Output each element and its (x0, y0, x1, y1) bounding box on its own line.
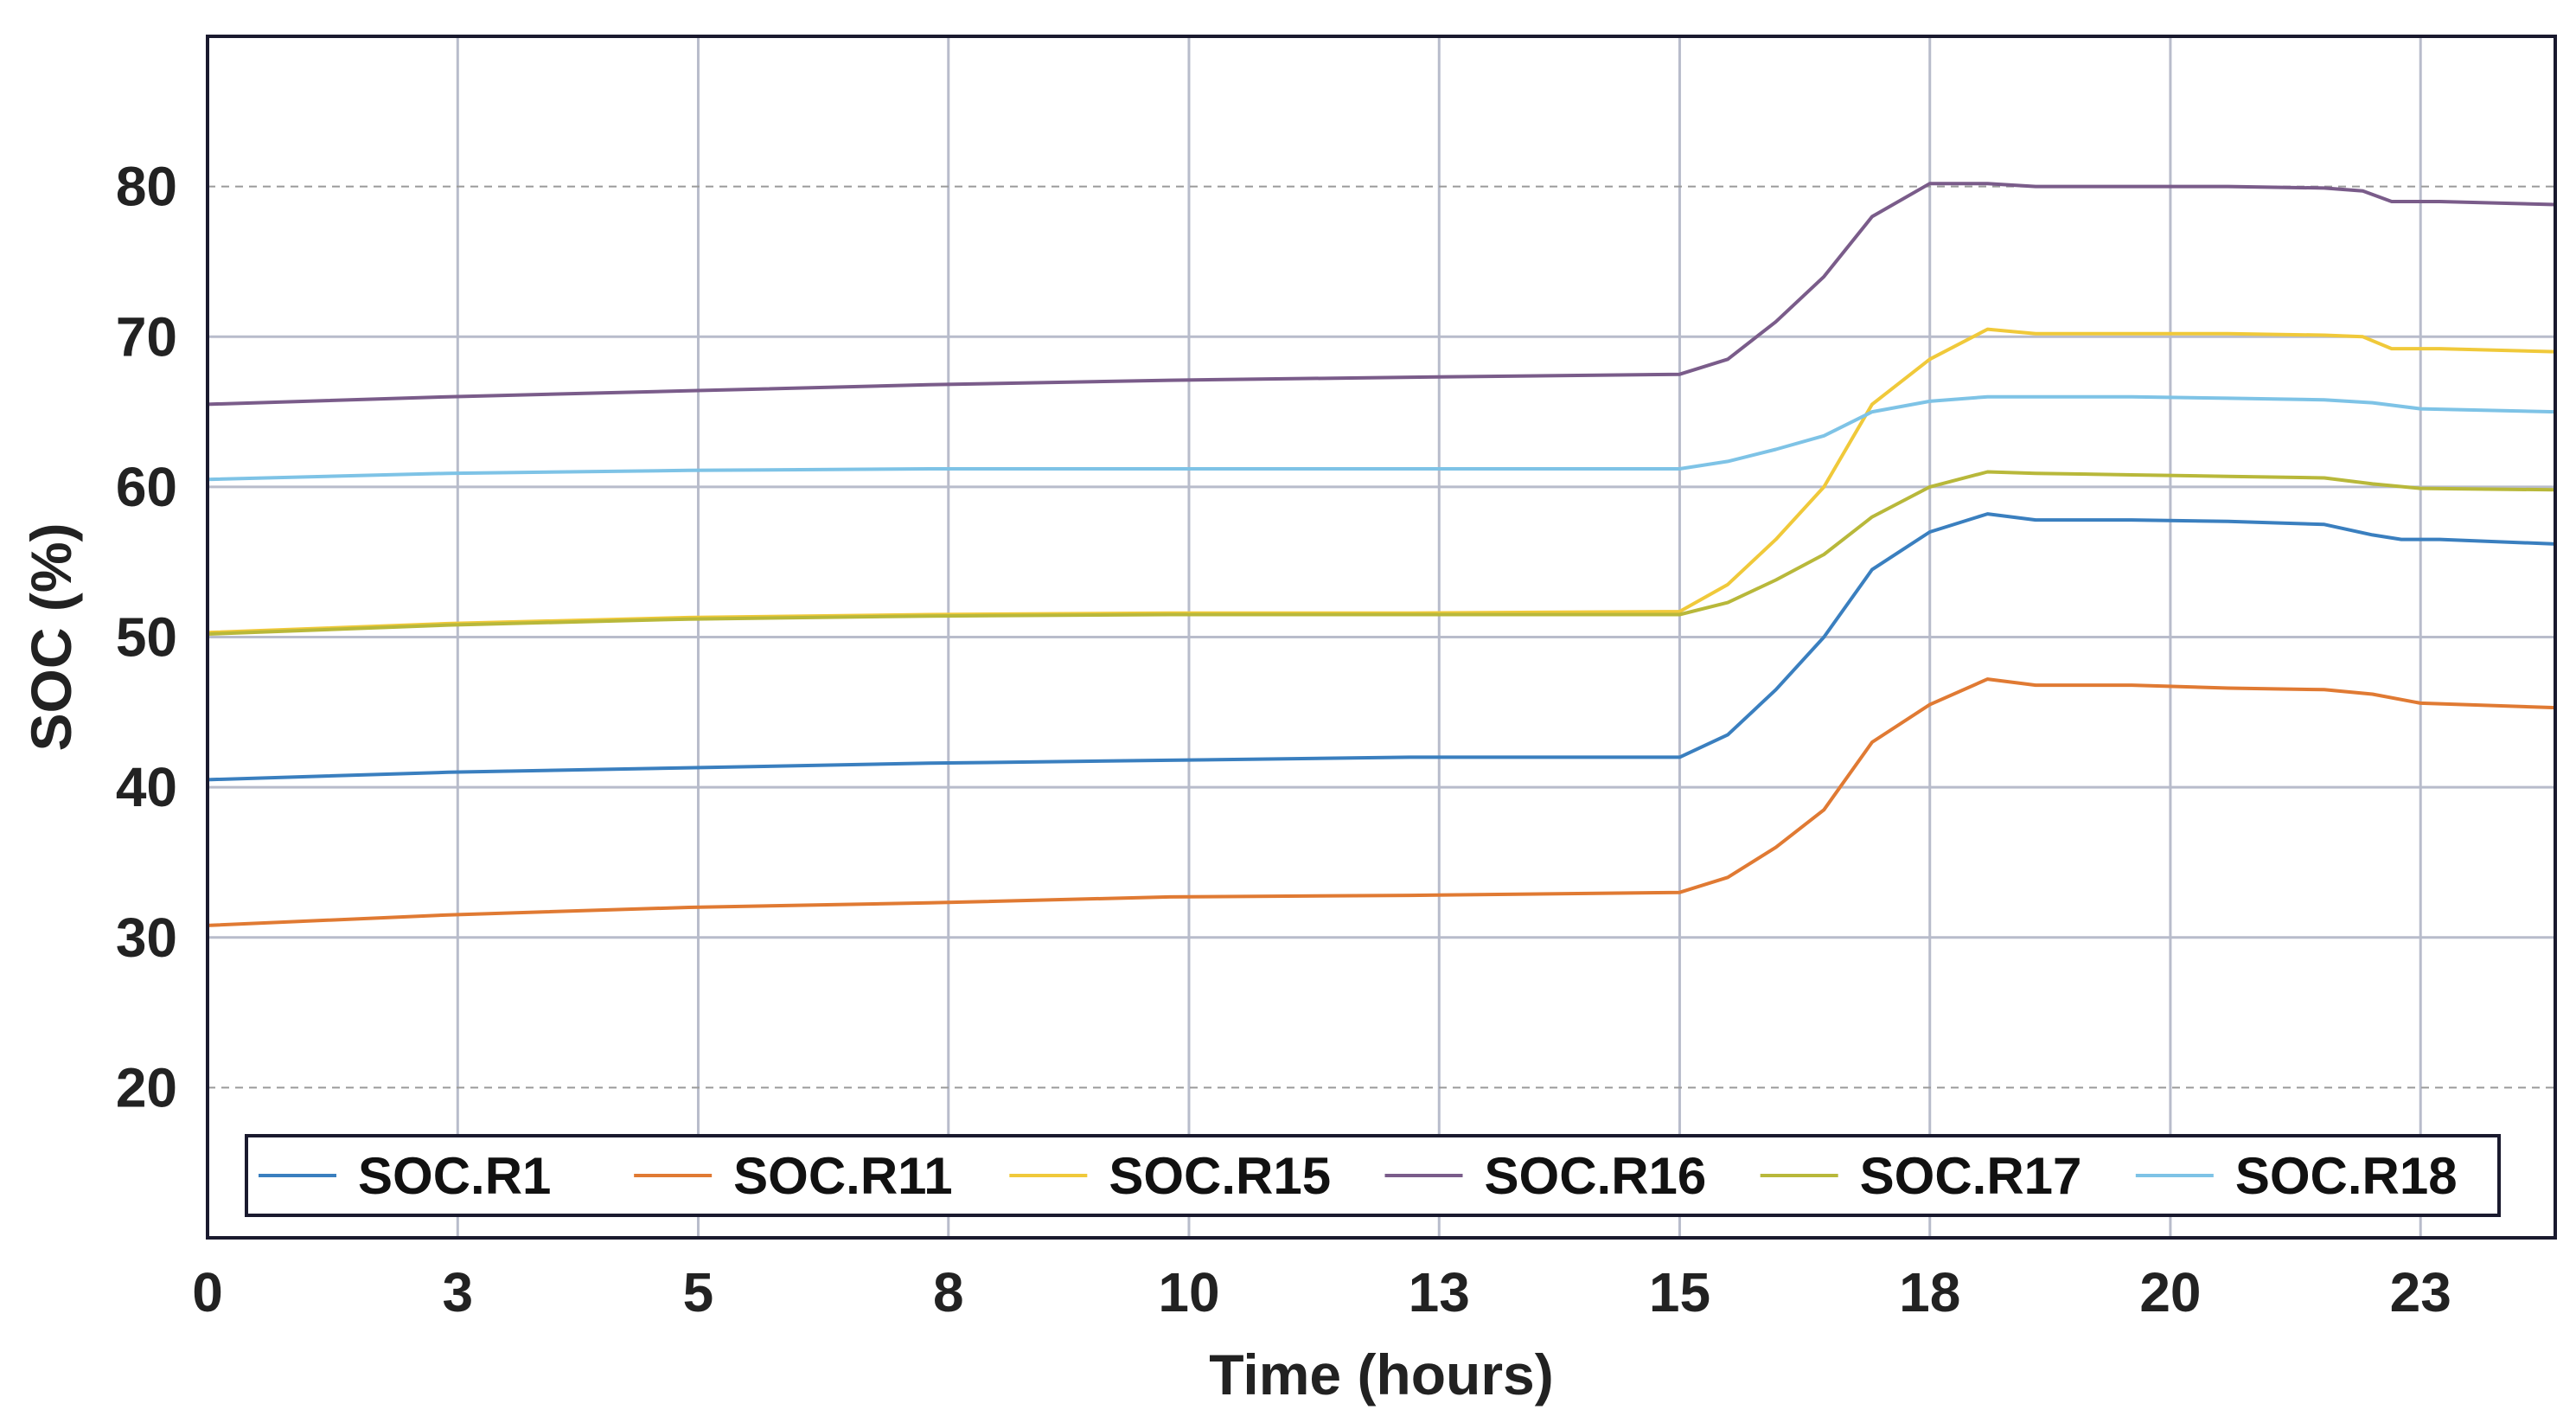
x-tick-label: 8 (933, 1261, 964, 1323)
x-tick-label: 13 (1409, 1261, 1470, 1323)
series-line-soc-r18 (207, 394, 2556, 482)
y-tick-label: 70 (116, 305, 177, 368)
legend-label-soc-r16: SOC.R16 (1485, 1147, 1707, 1205)
y-tick-label: 80 (116, 156, 177, 218)
x-tick-label: 0 (192, 1261, 223, 1323)
x-tick-label: 3 (443, 1261, 474, 1323)
y-tick-label: 50 (116, 606, 177, 669)
axis-ticks: 0 3 5 8 10 13 15 18 20 23 20 30 40 50 60 70 80 (116, 156, 2451, 1323)
legend-label-soc-r17: SOC.R17 (1860, 1147, 2082, 1205)
legend-label-soc-r11: SOC.R11 (733, 1147, 952, 1205)
x-tick-label: 15 (1649, 1261, 1710, 1323)
series-line-soc-r17 (207, 470, 2556, 636)
legend-label-soc-r15: SOC.R15 (1109, 1147, 1331, 1205)
series-lines (207, 182, 2556, 927)
series-line-soc-r11 (207, 677, 2556, 927)
legend-label-soc-r18: SOC.R18 (2235, 1147, 2458, 1205)
x-tick-label: 10 (1158, 1261, 1219, 1323)
series-line-soc-r16 (207, 182, 2556, 407)
y-tick-label: 60 (116, 456, 177, 518)
y-tick-label: 40 (116, 756, 177, 818)
y-tick-label: 30 (116, 907, 177, 969)
grid-lines (208, 36, 2555, 1238)
y-tick-label: 20 (116, 1056, 177, 1118)
x-tick-label: 20 (2139, 1261, 2201, 1323)
legend-box (245, 1134, 2501, 1217)
series-line-soc-r1 (207, 512, 2556, 782)
y-axis-title: SOC (%) (19, 523, 83, 752)
x-tick-label: 18 (1899, 1261, 1960, 1323)
legend: SOC.R1 SOC.R11 SOC.R15 SOC.R16 SOC.R17 SOC.R1… (245, 1134, 2501, 1217)
legend-label-soc-r1: SOC.R1 (358, 1147, 551, 1205)
x-axis-title: Time (hours) (1209, 1342, 1553, 1406)
plot-area-frame (206, 35, 2557, 1240)
x-tick-label: 23 (2390, 1261, 2451, 1323)
x-tick-label: 5 (683, 1261, 714, 1323)
